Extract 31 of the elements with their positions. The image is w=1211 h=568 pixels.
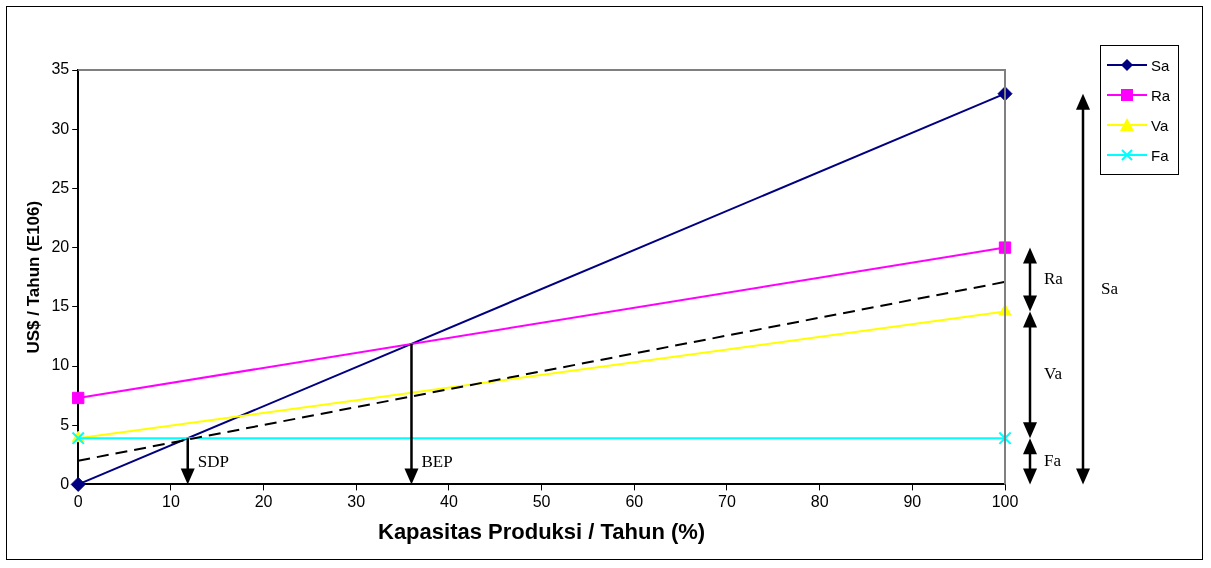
x-tick-label: 60 bbox=[625, 493, 644, 511]
legend-label: Sa bbox=[1151, 56, 1170, 74]
legend-label: Fa bbox=[1151, 146, 1169, 164]
legend-label: Ra bbox=[1151, 86, 1171, 104]
x-tick-label: 0 bbox=[73, 493, 83, 511]
y-tick-label: 35 bbox=[51, 60, 70, 78]
y-tick-label: 5 bbox=[60, 415, 70, 433]
x-tick-label: 40 bbox=[440, 493, 458, 511]
x-tick-label: 30 bbox=[347, 493, 366, 511]
text: Fa bbox=[1044, 450, 1062, 470]
y-tick-label: 15 bbox=[51, 297, 70, 315]
x-tick-label: 100 bbox=[991, 493, 1019, 511]
legend-label: Va bbox=[1151, 116, 1169, 134]
y-tick-label: 10 bbox=[51, 356, 70, 374]
y-tick-label: 25 bbox=[51, 178, 70, 196]
x-tick-label: 10 bbox=[161, 493, 180, 511]
x-tick-label: 20 bbox=[254, 493, 273, 511]
x-axis-title: Kapasitas Produksi / Tahun (%) bbox=[377, 518, 706, 544]
y-tick-label: 20 bbox=[51, 238, 70, 256]
text: Ra bbox=[1044, 269, 1064, 289]
x-tick-label: 70 bbox=[718, 493, 736, 511]
x-tick-label: 90 bbox=[903, 493, 922, 511]
text: Sa bbox=[1101, 278, 1119, 298]
y-tick-label: 30 bbox=[51, 119, 70, 137]
x-tick-label: 50 bbox=[532, 493, 551, 511]
text: Va bbox=[1044, 364, 1063, 384]
y-tick-label: 0 bbox=[60, 474, 70, 492]
annotation: SDP bbox=[197, 451, 229, 471]
x-tick-label: 80 bbox=[810, 493, 829, 511]
y-axis-title: US$ / Tahun (E106) bbox=[23, 200, 43, 354]
annotation: BEP bbox=[421, 451, 453, 471]
